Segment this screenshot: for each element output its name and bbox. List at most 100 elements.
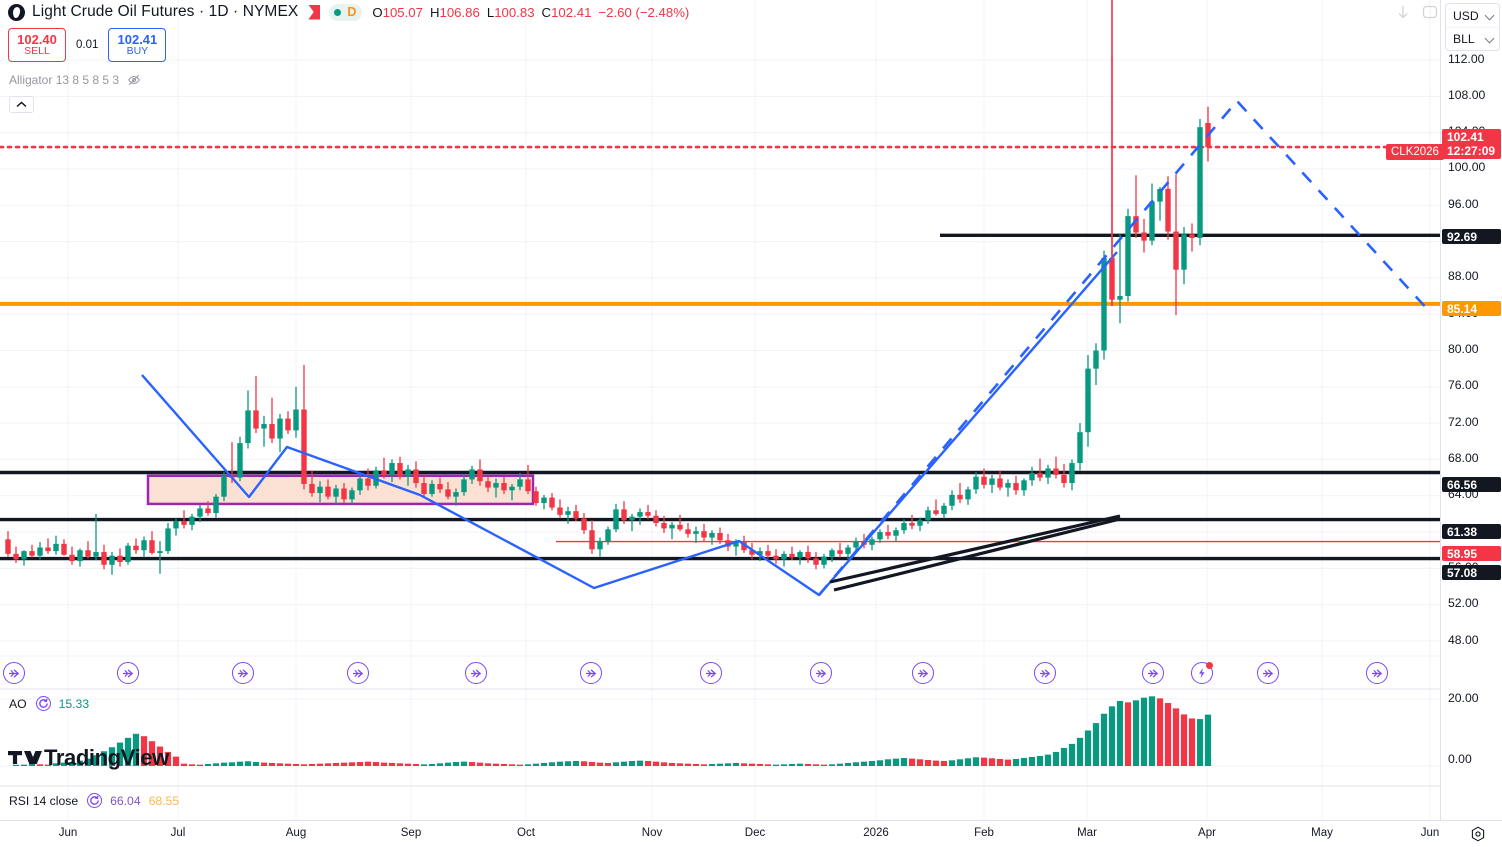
- price-level-label[interactable]: 92.69: [1442, 229, 1501, 244]
- ao-bar: [1172, 708, 1180, 766]
- ao-bar: [652, 761, 660, 766]
- replay-marker[interactable]: [1034, 662, 1056, 684]
- collapse-pane-button[interactable]: [9, 96, 34, 113]
- last-price-value: 102.41: [1447, 129, 1484, 144]
- price-level-label[interactable]: 66.56: [1442, 477, 1501, 492]
- ao-bar: [444, 762, 452, 766]
- replay-marker-active[interactable]: [1191, 662, 1213, 684]
- ao-bar: [956, 759, 964, 766]
- time-tick: Feb: [974, 827, 994, 839]
- buy-button[interactable]: 102.41 BUY: [108, 28, 167, 62]
- rounded-square-icon[interactable]: [1422, 5, 1438, 19]
- trade-buysell-widget[interactable]: 102.40 SELL 0.01 102.41 BUY: [8, 28, 167, 62]
- ohlc-c-value: 102.41: [551, 4, 592, 20]
- rsi-value-2: 68.55: [148, 793, 180, 808]
- unit-option-bll[interactable]: BLL: [1446, 27, 1499, 50]
- eye-off-icon[interactable]: [127, 73, 141, 87]
- last-price-label[interactable]: 102.41 12:27:09: [1442, 129, 1501, 159]
- rsi-indicator-legend[interactable]: RSI 14 close 66.04 68.55: [9, 793, 179, 808]
- trendline-lower[interactable]: [833, 517, 1121, 592]
- ao-bar: [204, 763, 212, 766]
- replay-marker[interactable]: [465, 662, 487, 684]
- ao-bar: [260, 762, 268, 766]
- replay-marker[interactable]: [117, 662, 139, 684]
- lightning-icon: [1199, 668, 1205, 678]
- black-trend-wedge[interactable]: [829, 514, 1121, 592]
- price-level-label[interactable]: 85.14: [1442, 301, 1501, 316]
- ao-bar: [132, 733, 140, 766]
- replay-marker[interactable]: [347, 662, 369, 684]
- zigzag-trendline[interactable]: [141, 251, 1118, 597]
- candlestick-series[interactable]: [5, 55, 1211, 575]
- ao-bar: [1204, 714, 1212, 766]
- ao-bar: [972, 757, 980, 766]
- ao-bar: [1052, 751, 1060, 766]
- session-status-badge[interactable]: D: [329, 3, 363, 21]
- ao-bar: [628, 760, 636, 766]
- ao-bar: [68, 761, 76, 766]
- ao-bar: [980, 757, 988, 766]
- chevron-down-icon: [1486, 35, 1494, 43]
- replay-marker[interactable]: [912, 662, 934, 684]
- fast-forward-icon: [705, 668, 716, 678]
- ao-bar: [172, 756, 180, 766]
- ao-bar: [332, 762, 340, 766]
- chart-canvas[interactable]: [0, 0, 1440, 820]
- refresh-icon[interactable]: [87, 793, 103, 808]
- currency-unit-selector[interactable]: USD BLL: [1445, 3, 1500, 51]
- replay-marker[interactable]: [1366, 662, 1388, 684]
- replay-marker[interactable]: [1142, 662, 1164, 684]
- ohlc-h-value: 106.86: [439, 4, 480, 20]
- time-tick: Nov: [641, 827, 663, 839]
- ao-bar: [764, 764, 772, 766]
- ao-bar: [492, 763, 500, 766]
- market-open-dot: [334, 8, 342, 16]
- ao-bar: [212, 763, 220, 766]
- ao-bar: [716, 763, 724, 766]
- replay-marker[interactable]: [1257, 662, 1279, 684]
- time-scale[interactable]: Jun Jul Aug Sep Oct Nov Dec 2026 Feb Mar Apr May Jun: [0, 820, 1502, 847]
- ao-bar: [884, 759, 892, 766]
- symbol-title[interactable]: Light Crude Oil Futures · 1D · NYMEX: [32, 3, 299, 20]
- ao-bar: [852, 762, 860, 766]
- price-level-label[interactable]: 57.08: [1442, 565, 1501, 580]
- replay-marker[interactable]: [580, 662, 602, 684]
- chart-plot-area[interactable]: [0, 0, 1440, 820]
- trendline-upper[interactable]: [829, 514, 1121, 584]
- ao-indicator-legend[interactable]: AO 15.33: [9, 696, 89, 711]
- ao-bar: [556, 761, 564, 766]
- replay-marker[interactable]: [232, 662, 254, 684]
- price-level-label[interactable]: 61.38: [1442, 524, 1501, 539]
- sell-button[interactable]: 102.40 SELL: [8, 28, 66, 62]
- ao-bar: [12, 764, 20, 766]
- unit-bll-label: BLL: [1453, 32, 1475, 46]
- alligator-indicator-legend[interactable]: Alligator 13 8 5 8 5 3: [9, 73, 141, 87]
- ao-bar: [868, 760, 876, 766]
- ao-bar: [1076, 737, 1084, 766]
- price-level-label[interactable]: 58.95: [1442, 546, 1501, 561]
- ao-bar: [268, 762, 276, 766]
- replay-marker[interactable]: [3, 662, 25, 684]
- ao-bar: [620, 761, 628, 766]
- currency-option-usd[interactable]: USD: [1446, 4, 1499, 27]
- price-range-box[interactable]: [146, 474, 535, 506]
- replay-marker[interactable]: [810, 662, 832, 684]
- timezone-settings-icon[interactable]: [1470, 826, 1486, 842]
- ao-bar: [724, 763, 732, 766]
- order-quantity[interactable]: 0.01: [76, 39, 99, 51]
- replay-marker[interactable]: [700, 662, 722, 684]
- ao-bar: [60, 762, 68, 766]
- ao-bar: [644, 760, 652, 766]
- download-icon[interactable]: [1396, 5, 1410, 21]
- ao-bar: [412, 763, 420, 766]
- ao-bar: [236, 761, 244, 766]
- watermark-text: TradingView: [44, 745, 169, 770]
- ao-bar: [668, 762, 676, 766]
- ao-histogram[interactable]: [12, 696, 1212, 766]
- contract-price-tag: CLK2026: [1386, 144, 1444, 160]
- ao-bar: [396, 763, 404, 766]
- red-flag-icon: [308, 4, 321, 20]
- ao-bar: [596, 762, 604, 766]
- refresh-icon[interactable]: [35, 696, 51, 711]
- price-scale[interactable]: 112.00108.00104.00100.0096.0092.0088.008…: [1440, 0, 1502, 820]
